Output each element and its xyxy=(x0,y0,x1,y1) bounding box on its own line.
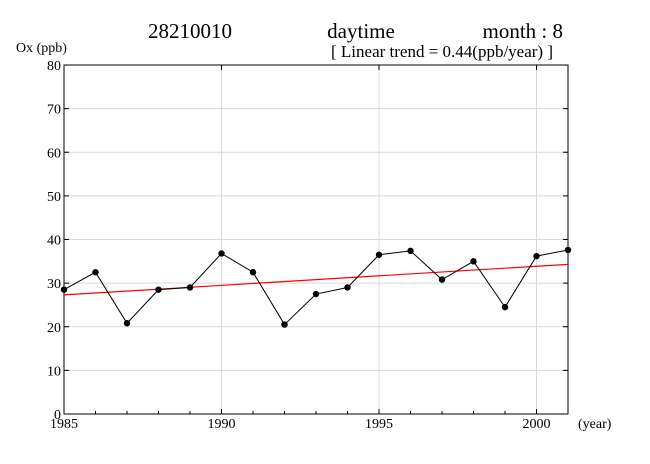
data-point xyxy=(281,321,288,328)
series-layer xyxy=(60,246,572,328)
ticks-layer: 0 10 20 30 40 50 60 70 80 1985 1990 1995 2000 xyxy=(47,59,569,432)
y-tick-label: 0 xyxy=(54,408,61,423)
data-point xyxy=(123,320,131,327)
x-tick-label: 2000 xyxy=(523,417,551,432)
data-point xyxy=(218,250,225,257)
data-point xyxy=(186,284,194,291)
data-point xyxy=(155,286,162,293)
month-label: month : 8 xyxy=(482,19,563,43)
y-tick-label: 80 xyxy=(47,59,61,74)
y-tick-label: 70 xyxy=(47,103,61,118)
data-point xyxy=(249,269,257,276)
y-tick-label: 10 xyxy=(47,364,61,379)
grid-layer xyxy=(64,65,568,414)
data-point xyxy=(60,286,68,293)
data-point xyxy=(470,258,477,265)
y-axis-label: Ox (ppb) xyxy=(16,41,67,56)
data-point xyxy=(92,269,99,276)
x-axis-label: (year) xyxy=(578,417,612,432)
data-point xyxy=(564,246,572,254)
trend-note: [ Linear trend = 0.44(ppb/year) ] xyxy=(331,42,553,61)
data-point xyxy=(438,276,446,283)
x-tick-label: 1985 xyxy=(50,417,78,432)
period-label: daytime xyxy=(327,19,395,43)
data-point xyxy=(501,303,509,311)
data-point xyxy=(375,251,383,258)
station-id: 28210010 xyxy=(148,19,232,43)
data-point xyxy=(533,252,540,260)
data-point xyxy=(344,284,351,291)
data-point xyxy=(407,247,414,255)
x-tick-label: 1995 xyxy=(365,417,393,432)
y-tick-label: 40 xyxy=(47,234,61,249)
y-tick-label: 20 xyxy=(47,321,61,336)
y-tick-label: 50 xyxy=(47,190,61,205)
x-tick-label: 1990 xyxy=(208,417,236,432)
data-point xyxy=(312,290,320,298)
y-tick-label: 60 xyxy=(47,146,61,161)
y-tick-label: 30 xyxy=(47,277,61,292)
trend-layer xyxy=(63,263,569,296)
series-line xyxy=(63,249,569,326)
trend-line xyxy=(63,263,569,296)
